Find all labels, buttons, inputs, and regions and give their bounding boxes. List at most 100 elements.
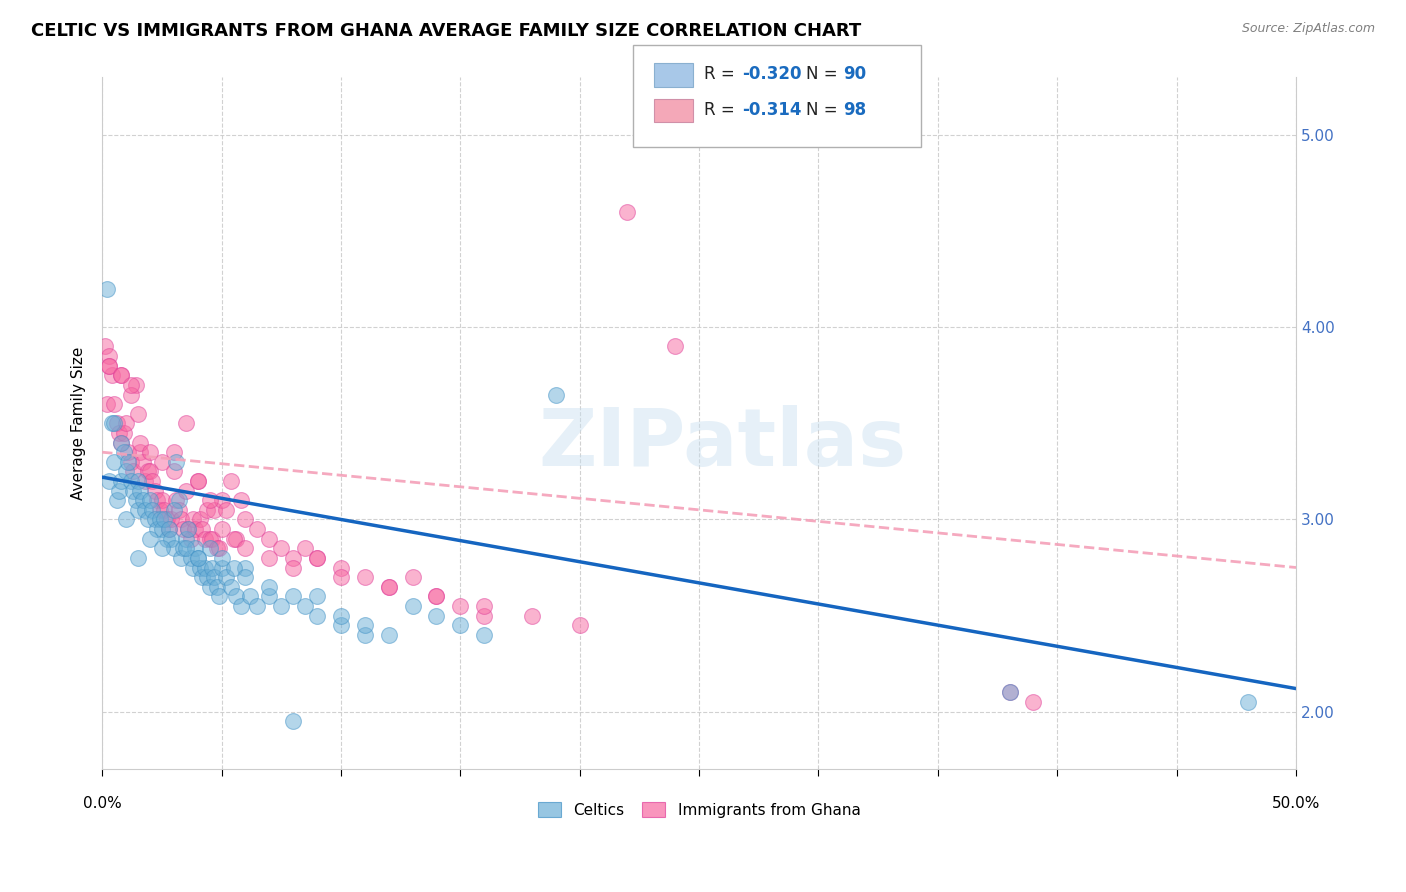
Point bbox=[204, 570, 226, 584]
Point bbox=[330, 618, 353, 632]
Point bbox=[127, 550, 149, 565]
Point bbox=[100, 417, 122, 431]
Point bbox=[184, 541, 207, 556]
Point bbox=[150, 455, 173, 469]
Text: 90: 90 bbox=[844, 65, 866, 83]
Point bbox=[129, 435, 152, 450]
Point bbox=[156, 512, 179, 526]
Point bbox=[105, 493, 128, 508]
Point bbox=[294, 541, 316, 556]
Point bbox=[616, 205, 638, 219]
Point bbox=[181, 512, 204, 526]
Point bbox=[377, 580, 399, 594]
Point bbox=[377, 628, 399, 642]
Point bbox=[194, 560, 217, 574]
Point bbox=[124, 493, 146, 508]
Point bbox=[377, 580, 399, 594]
Point bbox=[201, 532, 224, 546]
Point bbox=[120, 474, 142, 488]
Point bbox=[112, 445, 135, 459]
Point bbox=[353, 570, 375, 584]
Point bbox=[239, 590, 262, 604]
Point bbox=[191, 522, 214, 536]
Text: N =: N = bbox=[806, 65, 842, 83]
Point bbox=[153, 503, 176, 517]
Point bbox=[425, 590, 447, 604]
Point bbox=[110, 435, 132, 450]
Point bbox=[307, 550, 329, 565]
Point bbox=[103, 455, 125, 469]
Point bbox=[330, 608, 353, 623]
Point bbox=[283, 590, 305, 604]
Text: CELTIC VS IMMIGRANTS FROM GHANA AVERAGE FAMILY SIZE CORRELATION CHART: CELTIC VS IMMIGRANTS FROM GHANA AVERAGE … bbox=[31, 22, 862, 40]
Point bbox=[998, 685, 1021, 699]
Point bbox=[401, 570, 423, 584]
Point bbox=[294, 599, 316, 613]
Point bbox=[307, 608, 329, 623]
Point bbox=[215, 503, 238, 517]
Point bbox=[235, 541, 257, 556]
Point bbox=[235, 512, 257, 526]
Point bbox=[160, 512, 183, 526]
Point bbox=[136, 464, 159, 478]
Point bbox=[180, 532, 202, 546]
Point bbox=[307, 590, 329, 604]
Point bbox=[105, 417, 128, 431]
Point bbox=[198, 532, 221, 546]
Point bbox=[134, 503, 156, 517]
Point bbox=[211, 522, 233, 536]
Point bbox=[205, 541, 228, 556]
Point bbox=[215, 570, 238, 584]
Point bbox=[167, 493, 190, 508]
Point bbox=[110, 435, 132, 450]
Point bbox=[163, 464, 186, 478]
Point bbox=[198, 541, 221, 556]
Point bbox=[177, 522, 200, 536]
Point bbox=[184, 522, 207, 536]
Point bbox=[148, 512, 170, 526]
Point bbox=[208, 541, 231, 556]
Point bbox=[222, 560, 245, 574]
Point bbox=[198, 493, 221, 508]
Point bbox=[132, 493, 155, 508]
Point bbox=[98, 349, 121, 363]
Point bbox=[225, 590, 247, 604]
Point bbox=[664, 339, 686, 353]
Point bbox=[211, 550, 233, 565]
Point bbox=[170, 550, 193, 565]
Point bbox=[108, 425, 131, 440]
Point bbox=[163, 541, 186, 556]
Text: Source: ZipAtlas.com: Source: ZipAtlas.com bbox=[1241, 22, 1375, 36]
Point bbox=[150, 493, 173, 508]
Point bbox=[307, 550, 329, 565]
Point bbox=[998, 685, 1021, 699]
Point bbox=[259, 580, 281, 594]
Point bbox=[163, 445, 186, 459]
Point bbox=[198, 580, 221, 594]
Point bbox=[472, 608, 495, 623]
Point bbox=[156, 532, 179, 546]
Point bbox=[115, 417, 138, 431]
Point bbox=[219, 474, 242, 488]
Point bbox=[157, 522, 180, 536]
Point bbox=[195, 570, 218, 584]
Point bbox=[150, 522, 173, 536]
Point bbox=[204, 503, 226, 517]
Point bbox=[187, 550, 209, 565]
Point bbox=[208, 590, 231, 604]
Point bbox=[120, 455, 142, 469]
Text: 50.0%: 50.0% bbox=[1272, 797, 1320, 811]
Point bbox=[157, 522, 180, 536]
Text: R =: R = bbox=[704, 65, 741, 83]
Point bbox=[177, 522, 200, 536]
Point bbox=[472, 628, 495, 642]
Point bbox=[246, 522, 269, 536]
Point bbox=[122, 483, 145, 498]
Point bbox=[110, 474, 132, 488]
Point bbox=[187, 474, 209, 488]
Point bbox=[174, 541, 197, 556]
Point bbox=[115, 464, 138, 478]
Text: -0.320: -0.320 bbox=[742, 65, 801, 83]
Point bbox=[172, 522, 194, 536]
Point bbox=[449, 599, 471, 613]
